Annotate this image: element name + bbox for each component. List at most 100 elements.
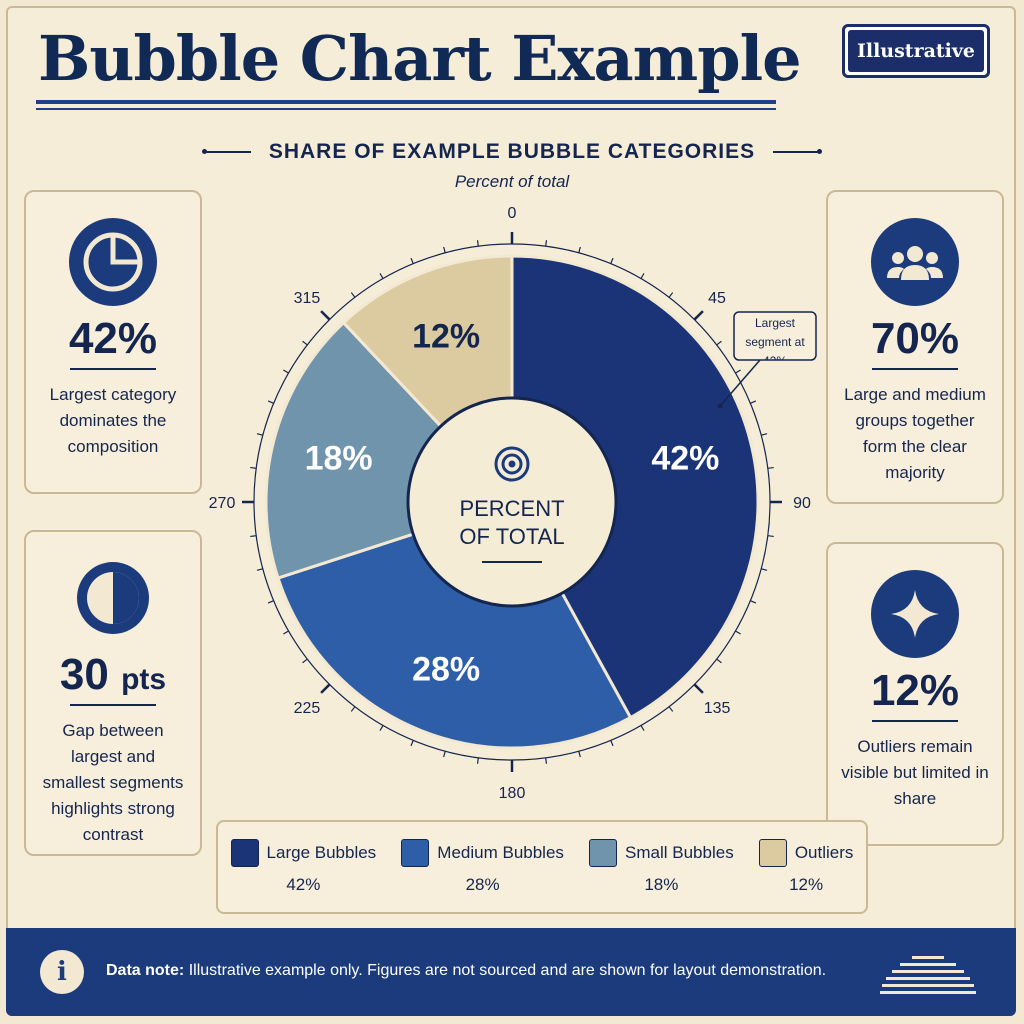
stat-card-outliers: 12% Outliers remain visible but limited … [826, 542, 1004, 846]
angle-tick-label: 135 [704, 700, 731, 717]
slice-value-label: 18% [305, 439, 373, 477]
tick-mark [640, 273, 645, 279]
stat-card-gap: 30 pts Gap between largest and smallest … [24, 530, 202, 856]
legend-swatch [589, 839, 618, 867]
tick-mark [610, 740, 614, 747]
data-note-footer: i Data note: Illustrative example only. … [6, 928, 1016, 1016]
tick-mark [302, 340, 308, 346]
pie-slice [510, 254, 760, 720]
tick-mark [668, 292, 674, 298]
tick-mark [767, 466, 774, 469]
stat-underline [70, 368, 156, 370]
tick-mark [256, 568, 263, 571]
tick-mark [320, 683, 331, 694]
stat-value: 12% [870, 666, 960, 715]
tick-mark [320, 310, 331, 321]
angle-tick-label: 45 [708, 290, 726, 307]
stat-description: Large and medium groups together form th… [844, 385, 986, 482]
tick-mark [267, 400, 274, 404]
angle-tick-label: 225 [294, 700, 321, 717]
legend-label: Small Bubbles [625, 843, 734, 862]
tick-ring [242, 232, 782, 772]
tick-mark [640, 725, 645, 731]
page-title: Bubble Chart Example [38, 22, 802, 95]
angle-tick-labels: 0 45 90 135 180 225 270 315 [209, 205, 811, 802]
legend-value: 42% [286, 875, 321, 894]
stat-number: 30 [59, 650, 109, 699]
badge-label: Illustrative [848, 30, 984, 72]
tick-mark [750, 600, 757, 604]
tick-mark [256, 433, 263, 436]
chart-title: SHARE OF EXAMPLE BUBBLE CATEGORIES [0, 140, 1024, 164]
tick-mark [578, 246, 581, 253]
stat-value: 42% [68, 314, 158, 363]
stat-underline [872, 368, 958, 370]
title-rule-thin [36, 108, 776, 110]
tick-mark [250, 535, 257, 538]
tick-mark [350, 292, 356, 298]
stat-unit: pts [121, 663, 167, 696]
legend-row: Outliers [758, 839, 854, 867]
annotation-text: Largest segment at 42% [745, 316, 805, 360]
stat-underline [872, 720, 958, 722]
tick-mark [767, 535, 774, 538]
legend-row: Medium Bubbles [401, 839, 564, 867]
tick-mark [283, 630, 289, 635]
slice-value-labels: 42% 28% 18% 12% [305, 318, 720, 689]
legend-value: 18% [644, 875, 679, 894]
pie-slice-icon [69, 218, 157, 306]
tick-mark [476, 757, 479, 764]
tick-mark [545, 240, 548, 247]
tick-mark [716, 340, 722, 346]
legend-label: Medium Bubbles [437, 843, 564, 862]
title-dash-right [773, 149, 823, 155]
tick-mark [545, 757, 548, 764]
slice-value-label: 12% [412, 318, 480, 356]
tick-mark [578, 751, 581, 758]
tick-mark [250, 466, 257, 469]
stat-card-largest: 42% Largest category dominates the compo… [24, 190, 202, 494]
tick-mark [750, 400, 757, 404]
pie-chart: PERCENT OF TOTAL 42% 28% 18% 12% 0 45 90 135 18… [209, 205, 817, 802]
chart-legend: Large Bubbles 42% Medium Bubbles 28% Small B… [216, 820, 868, 914]
stat-underline [70, 704, 156, 706]
legend-value: 12% [789, 875, 824, 894]
center-label-line2: OF TOTAL [459, 524, 564, 549]
angle-tick-label: 270 [209, 495, 236, 512]
people-group-icon [871, 218, 959, 306]
angle-tick-label: 0 [508, 205, 517, 222]
title-dash-left [201, 149, 251, 155]
tick-mark [267, 600, 274, 604]
legend-swatch [401, 839, 430, 867]
chart-title-text: SHARE OF EXAMPLE BUBBLE CATEGORIES [268, 140, 756, 163]
tick-mark [693, 683, 704, 694]
angle-tick-label: 90 [793, 495, 811, 512]
star-sparkle-icon [871, 570, 959, 658]
stat-description: Outliers remain visible but limited in s… [841, 737, 989, 808]
legend-row: Large Bubbles [230, 839, 376, 867]
tick-mark [610, 257, 614, 264]
legend-swatch [758, 839, 787, 867]
legend-item: Small Bubbles 18% [589, 839, 734, 895]
illustrative-badge: Illustrative [842, 24, 990, 78]
tick-mark [761, 568, 768, 571]
tick-mark [476, 240, 479, 247]
tick-mark [668, 706, 674, 712]
center-label-line1: PERCENT [459, 496, 564, 521]
legend-label: Outliers [794, 843, 854, 862]
tick-mark [443, 751, 446, 758]
slice-value-label: 28% [412, 650, 480, 688]
data-note-text: Illustrative example only. Figures are n… [188, 962, 827, 979]
data-note: Data note: Illustrative example only. Fi… [106, 962, 826, 980]
angle-tick-label: 180 [499, 785, 526, 802]
legend-row: Small Bubbles [589, 839, 734, 867]
annotation-callout: Largest segment at 42% [717, 311, 817, 409]
tick-mark [379, 273, 384, 279]
slice-value-label: 42% [651, 439, 719, 477]
half-circle-icon [69, 554, 157, 642]
tick-mark [761, 433, 768, 436]
chart-subtitle: Percent of total [454, 172, 570, 191]
tick-mark [716, 658, 722, 664]
tick-mark [379, 725, 384, 731]
legend-item: Large Bubbles 42% [230, 839, 376, 895]
